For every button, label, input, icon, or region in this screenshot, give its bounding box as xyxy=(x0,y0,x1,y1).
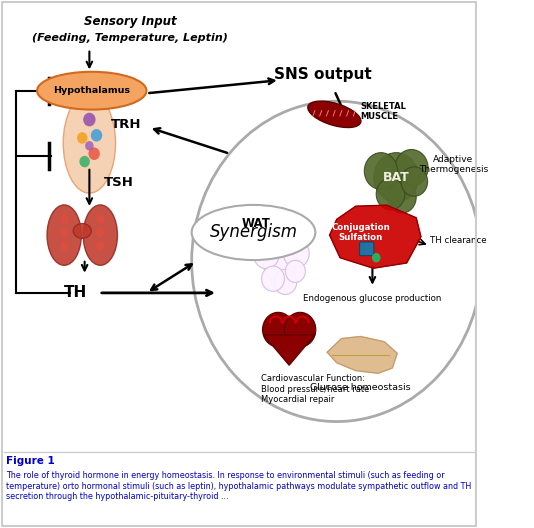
Text: Conjugation
Sulfation: Conjugation Sulfation xyxy=(331,223,390,242)
Text: Synergism: Synergism xyxy=(209,223,297,241)
Text: Adaptive
Thermogenesis: Adaptive Thermogenesis xyxy=(419,155,488,174)
Text: SKELETAL
MUSCLE: SKELETAL MUSCLE xyxy=(360,102,406,121)
Text: TRH: TRH xyxy=(111,118,142,131)
Circle shape xyxy=(274,269,297,295)
Polygon shape xyxy=(327,336,397,373)
Text: Figure 1: Figure 1 xyxy=(6,456,55,466)
Circle shape xyxy=(395,149,428,186)
Text: TH: TH xyxy=(64,286,87,300)
Circle shape xyxy=(284,239,309,268)
Circle shape xyxy=(85,141,93,150)
Polygon shape xyxy=(263,335,315,365)
Circle shape xyxy=(80,156,90,167)
Ellipse shape xyxy=(83,205,117,265)
Circle shape xyxy=(285,260,305,282)
Text: Hypothalamus: Hypothalamus xyxy=(53,86,130,95)
Ellipse shape xyxy=(308,101,361,128)
Circle shape xyxy=(60,228,68,237)
Circle shape xyxy=(372,253,381,262)
Circle shape xyxy=(401,167,428,196)
Circle shape xyxy=(254,240,279,269)
Ellipse shape xyxy=(63,93,115,193)
Circle shape xyxy=(96,214,105,224)
Text: BAT: BAT xyxy=(383,171,410,184)
Circle shape xyxy=(96,228,105,237)
Circle shape xyxy=(263,246,296,282)
Text: Cardiovascular Function:
Blood pressure/heart rate
Myocardial repair: Cardiovascular Function: Blood pressure/… xyxy=(261,374,369,404)
Circle shape xyxy=(285,313,316,347)
Circle shape xyxy=(263,313,294,347)
Circle shape xyxy=(388,182,416,213)
Ellipse shape xyxy=(73,223,91,238)
Circle shape xyxy=(89,147,100,160)
Circle shape xyxy=(376,178,405,210)
Circle shape xyxy=(60,241,68,250)
Text: TSH: TSH xyxy=(104,176,134,189)
Ellipse shape xyxy=(47,205,81,265)
Polygon shape xyxy=(329,205,421,268)
Circle shape xyxy=(60,214,68,224)
Text: Glucose homeostasis: Glucose homeostasis xyxy=(310,383,411,392)
Circle shape xyxy=(96,241,105,250)
Circle shape xyxy=(192,101,482,421)
Circle shape xyxy=(83,113,96,126)
Text: Endogenous glucose production: Endogenous glucose production xyxy=(303,294,442,303)
Text: WAT: WAT xyxy=(241,216,270,230)
Ellipse shape xyxy=(192,205,316,260)
Circle shape xyxy=(374,153,419,202)
Text: (Feeding, Temperature, Leptin): (Feeding, Temperature, Leptin) xyxy=(32,33,228,43)
Circle shape xyxy=(364,153,398,190)
FancyBboxPatch shape xyxy=(359,242,374,256)
Text: Sensory Input: Sensory Input xyxy=(83,14,176,27)
Circle shape xyxy=(262,266,285,291)
Circle shape xyxy=(77,132,88,144)
Ellipse shape xyxy=(37,72,146,110)
Text: TH clearance: TH clearance xyxy=(430,236,486,245)
Text: The role of thyroid hormone in energy homeostasis. In response to environmental : The role of thyroid hormone in energy ho… xyxy=(6,472,472,501)
Circle shape xyxy=(91,129,102,142)
Text: SNS output: SNS output xyxy=(273,68,371,82)
